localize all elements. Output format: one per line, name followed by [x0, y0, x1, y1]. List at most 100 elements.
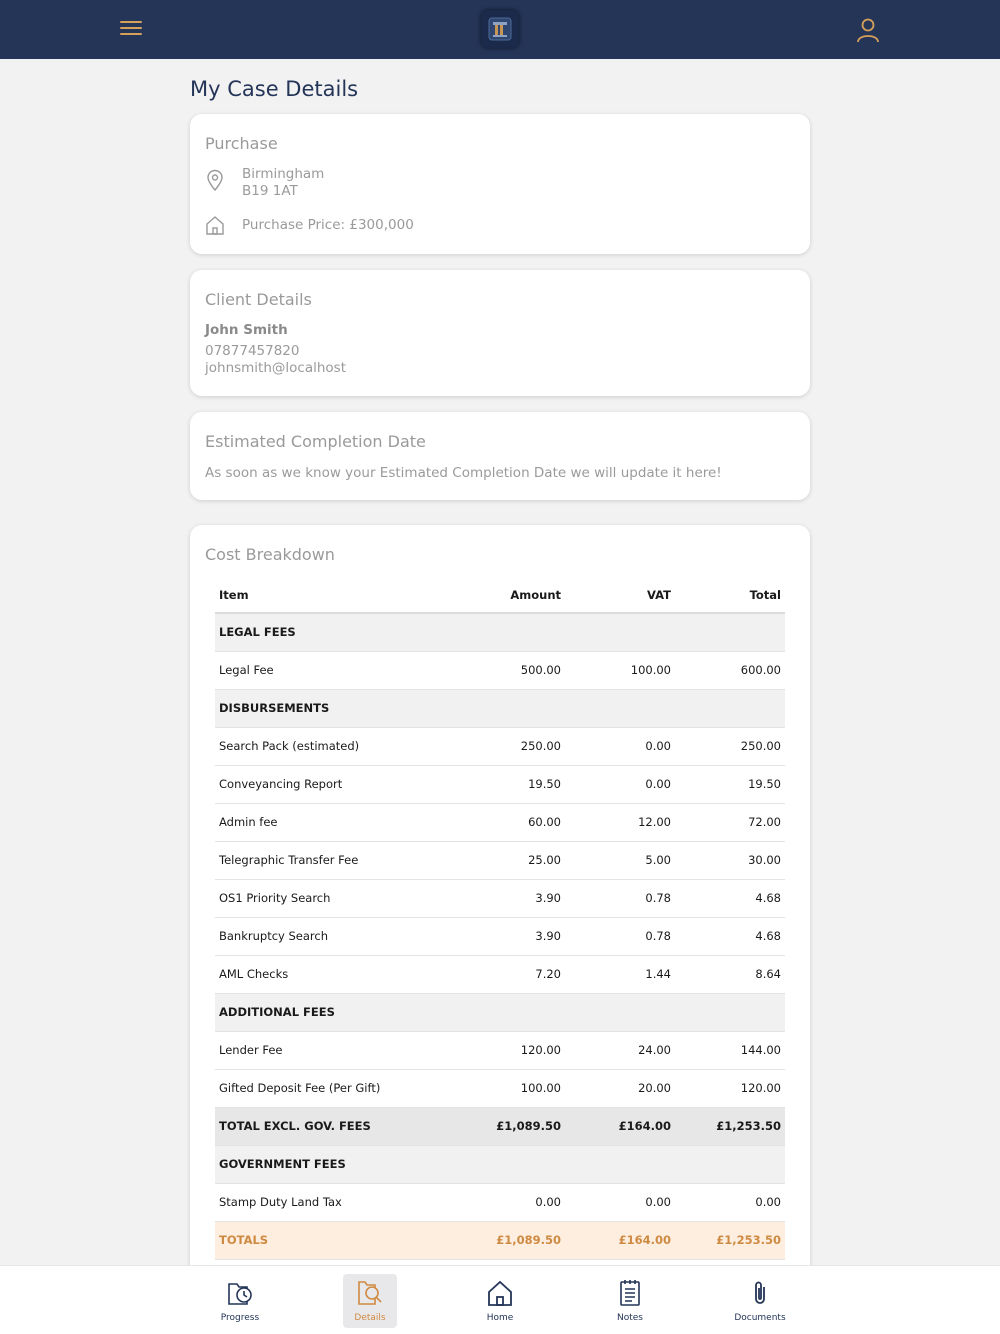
row-item: Conveyancing Report: [215, 765, 460, 804]
client-details-title: Client Details: [205, 290, 312, 309]
client-details-card: Client Details John Smith 07877457820 jo…: [190, 270, 810, 396]
row-amount: 100.00: [460, 1069, 565, 1108]
section-row: ADDITIONAL FEES: [215, 993, 785, 1032]
table-row: AML Checks 7.20 1.44 8.64: [215, 955, 785, 994]
completion-message: As soon as we know your Estimated Comple…: [205, 465, 722, 481]
row-amount: 120.00: [460, 1031, 565, 1070]
totals-amount: £1,089.50: [460, 1221, 565, 1260]
purchase-postcode: B19 1AT: [242, 183, 298, 199]
row-item: Legal Fee: [215, 651, 460, 690]
row-item: Admin fee: [215, 803, 460, 842]
row-item: Lender Fee: [215, 1031, 460, 1070]
cost-breakdown-title: Cost Breakdown: [205, 545, 335, 564]
row-vat: 0.00: [565, 727, 675, 766]
row-total: 120.00: [675, 1069, 785, 1108]
cost-breakdown-card: Cost Breakdown Item Amount VAT Total LEG…: [190, 525, 810, 1265]
table-row: Bankruptcy Search 3.90 0.78 4.68: [215, 917, 785, 956]
totals-row: TOTALS £1,089.50 £164.00 £1,253.50: [215, 1221, 785, 1260]
row-amount: 7.20: [460, 955, 565, 994]
nav-label: Documents: [734, 1313, 786, 1323]
table-row: Legal Fee 500.00 100.00 600.00: [215, 651, 785, 690]
table-row: Gifted Deposit Fee (Per Gift) 100.00 20.…: [215, 1069, 785, 1108]
nav-label: Details: [354, 1313, 386, 1323]
row-amount: 19.50: [460, 765, 565, 804]
row-vat: 20.00: [565, 1069, 675, 1108]
firm-logo-icon[interactable]: [481, 10, 519, 48]
notepad-icon: [620, 1280, 640, 1306]
client-email[interactable]: johnsmith@localhost: [205, 360, 347, 376]
section-government-fees: GOVERNMENT FEES: [215, 1145, 785, 1184]
nav-home[interactable]: Home: [470, 1274, 530, 1328]
section-row: LEGAL FEES: [215, 613, 785, 652]
nav-label: Home: [486, 1313, 514, 1323]
section-row: GOVERNMENT FEES: [215, 1145, 785, 1184]
header-total: Total: [675, 577, 785, 614]
row-amount: 25.00: [460, 841, 565, 880]
section-row: DISBURSEMENTS: [215, 689, 785, 728]
home-icon: [488, 1280, 512, 1306]
header-vat: VAT: [565, 577, 675, 614]
page-title: My Case Details: [190, 77, 359, 101]
nav-documents[interactable]: Documents: [730, 1274, 790, 1328]
table-row: OS1 Priority Search 3.90 0.78 4.68: [215, 879, 785, 918]
header-item: Item: [215, 577, 460, 614]
row-item: Gifted Deposit Fee (Per Gift): [215, 1069, 460, 1108]
purchase-card: Purchase Birmingham B19 1AT Purchase Pri…: [190, 114, 810, 254]
progress-clock-icon: [228, 1283, 252, 1305]
row-vat: 1.44: [565, 955, 675, 994]
table-row: Search Pack (estimated) 250.00 0.00 250.…: [215, 727, 785, 766]
subtotal-row: TOTAL EXCL. GOV. FEES £1,089.50 £164.00 …: [215, 1107, 785, 1146]
row-vat: 12.00: [565, 803, 675, 842]
row-vat: 24.00: [565, 1031, 675, 1070]
row-item: Search Pack (estimated): [215, 727, 460, 766]
table-row: Conveyancing Report 19.50 0.00 19.50: [215, 765, 785, 804]
nav-label: Progress: [220, 1313, 260, 1323]
house-icon: [205, 214, 225, 236]
row-item: OS1 Priority Search: [215, 879, 460, 918]
row-vat: 0.78: [565, 917, 675, 956]
table-row: Admin fee 60.00 12.00 72.00: [215, 803, 785, 842]
table-row: Lender Fee 120.00 24.00 144.00: [215, 1031, 785, 1070]
nav-notes[interactable]: Notes: [600, 1274, 660, 1328]
totals-item: TOTALS: [215, 1221, 460, 1260]
table-row: Telegraphic Transfer Fee 25.00 5.00 30.0…: [215, 841, 785, 880]
row-total: 250.00: [675, 727, 785, 766]
table-header-row: Item Amount VAT Total: [215, 577, 785, 614]
row-item: Telegraphic Transfer Fee: [215, 841, 460, 880]
row-total: 600.00: [675, 651, 785, 690]
user-icon[interactable]: [856, 17, 880, 43]
row-amount: 60.00: [460, 803, 565, 842]
section-legal-fees: LEGAL FEES: [215, 613, 785, 652]
row-amount: 3.90: [460, 879, 565, 918]
totals-vat: £164.00: [565, 1221, 675, 1260]
client-phone[interactable]: 07877457820: [205, 343, 300, 359]
nav-progress[interactable]: Progress: [210, 1274, 270, 1328]
row-vat: 5.00: [565, 841, 675, 880]
bottom-navigation: Progress Details Home Notes Documents: [0, 1265, 1000, 1334]
nav-label: Notes: [617, 1313, 643, 1323]
row-total: 4.68: [675, 879, 785, 918]
completion-title: Estimated Completion Date: [205, 432, 426, 451]
details-search-icon: [358, 1281, 382, 1305]
row-amount: 3.90: [460, 917, 565, 956]
totals-total: £1,253.50: [675, 1221, 785, 1260]
top-bar: [0, 0, 1000, 59]
hamburger-menu-icon[interactable]: [120, 19, 144, 39]
subtotal-amount: £1,089.50: [460, 1107, 565, 1146]
client-name: John Smith: [205, 322, 288, 338]
purchase-title: Purchase: [205, 134, 278, 153]
row-total: 19.50: [675, 765, 785, 804]
section-additional-fees: ADDITIONAL FEES: [215, 993, 785, 1032]
paperclip-icon: [755, 1281, 765, 1304]
row-amount: 500.00: [460, 651, 565, 690]
map-pin-icon: [205, 169, 225, 192]
purchase-city: Birmingham: [242, 166, 325, 182]
nav-details[interactable]: Details: [343, 1274, 397, 1328]
section-disbursements: DISBURSEMENTS: [215, 689, 785, 728]
table-row: Stamp Duty Land Tax 0.00 0.00 0.00: [215, 1183, 785, 1222]
row-item: AML Checks: [215, 955, 460, 994]
row-total: 30.00: [675, 841, 785, 880]
row-vat: 0.78: [565, 879, 675, 918]
completion-card: Estimated Completion Date As soon as we …: [190, 412, 810, 500]
header-amount: Amount: [460, 577, 565, 614]
